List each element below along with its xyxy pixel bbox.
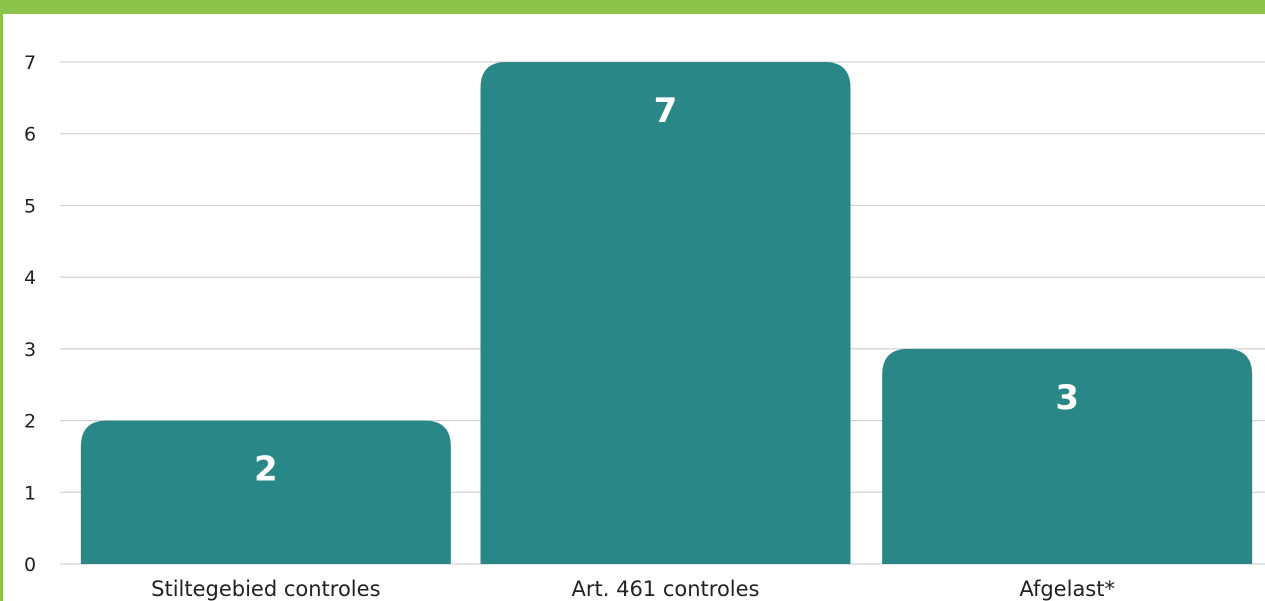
x-category-label: Stiltegebied controles (151, 577, 380, 601)
y-tick-label: 6 (24, 124, 36, 146)
y-tick-label: 7 (24, 52, 36, 74)
data-label: 3 (1055, 378, 1079, 418)
x-category-label: Art. 461 controles (572, 577, 760, 601)
x-category-label: Afgelast* (1019, 577, 1115, 601)
bars (80, 62, 1253, 564)
x-axis-labels: Stiltegebied controles Art. 461 controles… (151, 577, 1115, 601)
y-tick-label: 4 (24, 267, 36, 289)
data-labels: 2 7 3 (254, 91, 1079, 490)
y-tick-label: 2 (24, 411, 36, 433)
y-tick-label: 5 (24, 195, 36, 217)
bar (480, 62, 851, 564)
y-tick-label: 1 (24, 482, 36, 504)
bar (80, 420, 451, 564)
y-axis-ticks: 0 1 2 3 4 5 6 7 (24, 52, 36, 576)
data-label: 7 (654, 91, 678, 131)
y-tick-label: 3 (24, 339, 36, 361)
bar (882, 348, 1253, 564)
data-label: 2 (254, 450, 278, 490)
y-tick-label: 0 (24, 554, 36, 576)
